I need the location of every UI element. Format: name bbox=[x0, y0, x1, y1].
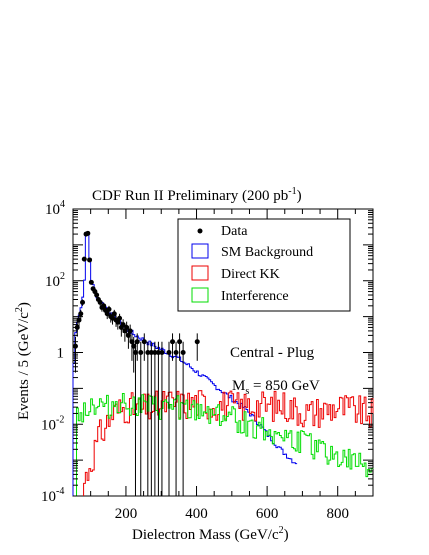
data-point bbox=[78, 311, 84, 317]
data-point bbox=[97, 299, 103, 305]
data-point bbox=[88, 279, 94, 285]
data-point bbox=[159, 350, 165, 355]
data-point bbox=[124, 324, 130, 330]
direct-kk-line bbox=[83, 390, 374, 496]
data-point bbox=[166, 350, 172, 355]
annotation-region: Central - Plug bbox=[230, 345, 315, 361]
legend-entry-kk: Direct KK bbox=[191, 265, 280, 282]
legend-label-sm: SM Background bbox=[221, 245, 313, 260]
legend-box bbox=[177, 218, 351, 312]
data-point bbox=[131, 343, 137, 349]
data-point bbox=[152, 350, 158, 355]
legend-swatch-sm bbox=[191, 243, 209, 259]
legend: Data SM Background Direct KK Interferenc… bbox=[177, 218, 351, 312]
data-point bbox=[141, 339, 147, 345]
annotation-mass: Ms = 850 GeV bbox=[232, 378, 320, 397]
legend-entry-data: Data bbox=[197, 224, 248, 239]
data-point bbox=[127, 328, 133, 334]
data-point bbox=[132, 350, 138, 355]
x-tick-label: 200 bbox=[115, 506, 138, 522]
y-tick-label: 104 bbox=[45, 199, 65, 218]
chart-title: CDF Run II Preliminary (200 pb-1) bbox=[92, 186, 302, 204]
legend-marker-data bbox=[197, 228, 203, 234]
series-data bbox=[72, 230, 200, 496]
data-point bbox=[117, 315, 123, 321]
x-axis-label: Dielectron Mass (GeV/c2) bbox=[132, 525, 289, 543]
interference-line bbox=[76, 392, 374, 496]
y-tick-label: 102 bbox=[45, 271, 65, 290]
data-point bbox=[180, 350, 186, 355]
series-direct-kk bbox=[83, 390, 374, 496]
data-point bbox=[170, 339, 176, 345]
x-tick-label: 400 bbox=[185, 506, 208, 522]
y-tick-label: 10-2 bbox=[41, 414, 64, 433]
data-point bbox=[134, 339, 140, 345]
data-point bbox=[80, 299, 86, 305]
data-point bbox=[145, 350, 151, 355]
data-point bbox=[129, 339, 135, 345]
data-point bbox=[111, 311, 117, 317]
y-tick-label: 10-4 bbox=[41, 486, 64, 505]
data-point bbox=[81, 256, 87, 262]
legend-entry-interference: Interference bbox=[191, 287, 289, 304]
legend-label-interference: Interference bbox=[221, 289, 289, 304]
data-point bbox=[125, 332, 131, 338]
data-point bbox=[101, 303, 107, 309]
data-point bbox=[76, 317, 82, 323]
legend-swatch-kk bbox=[191, 265, 209, 281]
series-interference bbox=[76, 392, 374, 496]
data-point bbox=[148, 350, 154, 355]
data-point bbox=[72, 343, 78, 349]
y-axis-label: Events / 5 (GeV/c2) bbox=[14, 302, 32, 420]
legend-entry-sm: SM Background bbox=[191, 243, 313, 260]
sm-background-line bbox=[72, 233, 298, 496]
x-tick-label: 800 bbox=[326, 506, 349, 522]
data-point bbox=[138, 350, 144, 355]
axis-ticks: 200 400 600 800 104 102 1 10-2 10-4 bbox=[41, 199, 373, 522]
data-point bbox=[120, 322, 126, 328]
x-tick-label: 600 bbox=[256, 506, 279, 522]
data-point bbox=[85, 230, 91, 236]
data-point bbox=[173, 350, 179, 355]
data-point bbox=[106, 306, 112, 312]
series-sm-background bbox=[72, 233, 298, 496]
data-point bbox=[194, 339, 200, 345]
data-point bbox=[115, 319, 121, 325]
data-point bbox=[155, 350, 161, 355]
data-point bbox=[177, 339, 183, 345]
data-point bbox=[87, 257, 93, 263]
legend-swatch-interference bbox=[191, 287, 209, 303]
data-point bbox=[94, 292, 100, 298]
legend-label-data: Data bbox=[221, 224, 248, 239]
legend-label-kk: Direct KK bbox=[221, 267, 280, 282]
y-tick-label: 1 bbox=[57, 346, 65, 362]
data-point bbox=[104, 311, 110, 317]
